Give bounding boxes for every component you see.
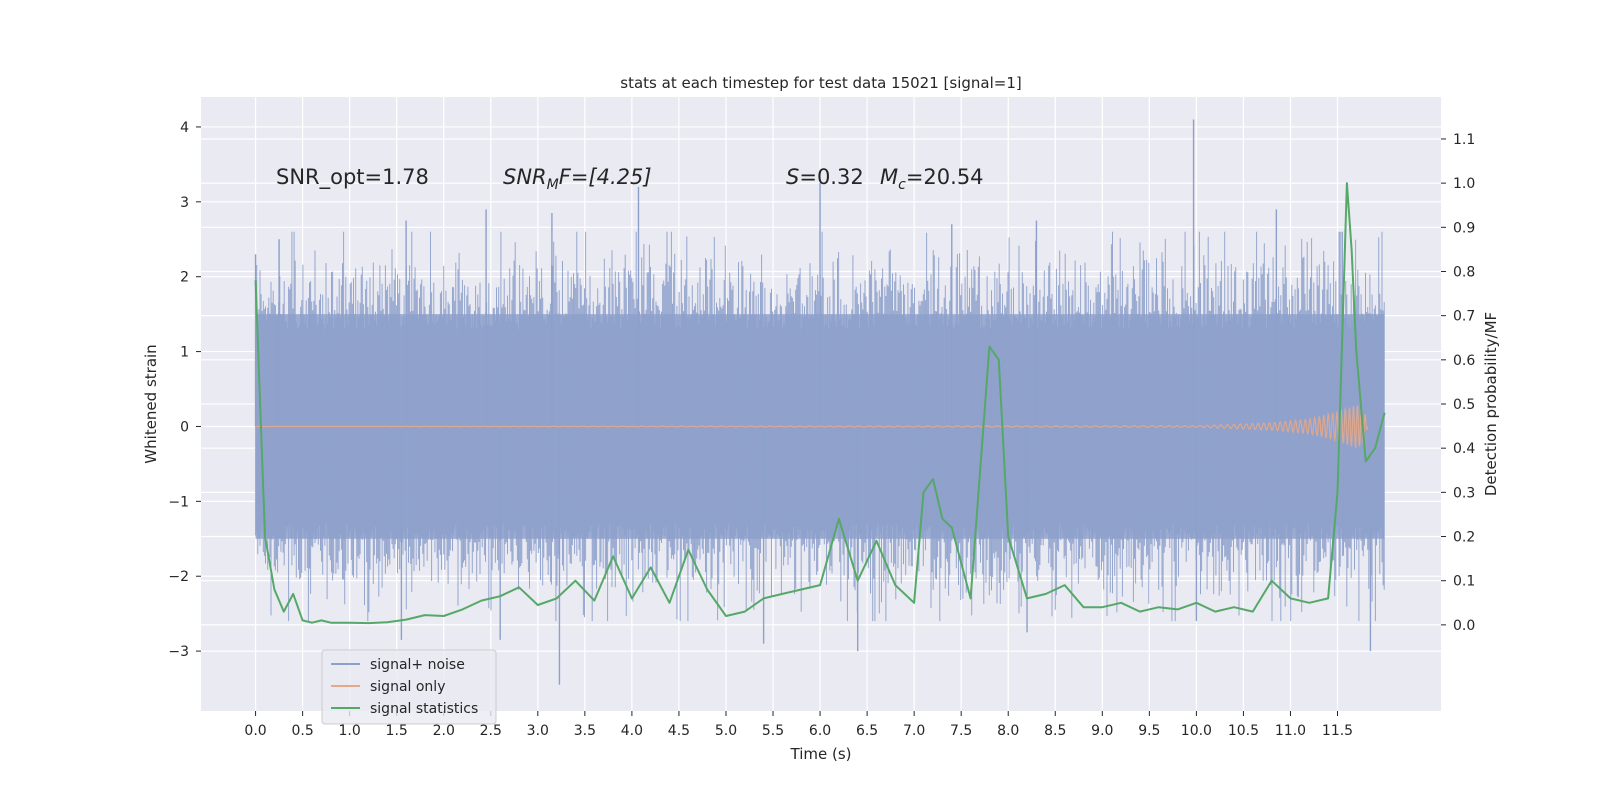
annotation-snr-mf-rest: F=[4.25] [559, 165, 652, 189]
y-tick-label: −1 [168, 494, 189, 510]
x-tick-label: 1.5 [386, 723, 408, 739]
x-tick-label: 9.5 [1138, 723, 1160, 739]
y2-tick-label: 0.7 [1453, 309, 1475, 325]
x-tick-label: 6.5 [856, 723, 878, 739]
x-tick-label: 6.0 [809, 723, 831, 739]
annotation-mc-value: =20.54 [906, 165, 984, 189]
x-tick-label: 7.5 [950, 723, 972, 739]
series-signal-only [255, 405, 1369, 449]
annotation-mc-symbol: M [880, 165, 898, 189]
x-tick-label: 8.0 [997, 723, 1019, 739]
x-axis-label: Time (s) [790, 745, 852, 763]
y2-tick-label: 0.9 [1453, 220, 1475, 236]
annotation-s-value: =0.32 [799, 165, 863, 189]
x-tick-label: 3.5 [574, 723, 596, 739]
legend: signal+ noise signal only signal statist… [321, 649, 497, 725]
x-tick-label: 1.0 [339, 723, 361, 739]
x-tick-label: 0.0 [244, 723, 266, 739]
y2-axis-label: Detection probability/MF [1482, 312, 1500, 496]
x-axis-ticks: 0.0 0.5 1.0 1.5 2.0 2.5 3.0 3.5 4.0 4.5 5.0 5.5 6.0 6… [244, 711, 1353, 739]
annotation-mc-sub: c [898, 177, 906, 193]
x-tick-label: 10.0 [1181, 723, 1212, 739]
x-tick-label: 11.0 [1275, 723, 1306, 739]
annotation-snr-mf-main: SNR [503, 165, 547, 189]
y-tick-label: 1 [180, 345, 189, 361]
annotation-s-symbol: S [786, 165, 799, 189]
annotation-snr-mf-sub: M [547, 177, 559, 193]
y2-tick-label: 1.0 [1453, 176, 1475, 192]
y-tick-label: 4 [180, 120, 189, 136]
y-axis-label: Whitened strain [142, 344, 160, 463]
y-tick-label: 2 [180, 270, 189, 286]
y2-tick-label: 0.2 [1453, 530, 1475, 546]
signal-statistics-line [254, 182, 1386, 625]
y2-tick-label: 0.3 [1453, 485, 1475, 501]
chart-title: stats at each timestep for test data 150… [620, 74, 1021, 92]
x-tick-label: 7.0 [903, 723, 925, 739]
y-tick-label: −2 [168, 569, 189, 585]
x-tick-label: 4.5 [668, 723, 690, 739]
legend-label-signal-only: signal only [370, 679, 445, 695]
series-signal-statistics [254, 182, 1386, 625]
y2-tick-label: 0.0 [1453, 618, 1475, 634]
y2-tick-label: 0.5 [1453, 397, 1475, 413]
annotation-snr-opt: SNR_opt=1.78 [276, 165, 429, 190]
x-tick-label: 3.0 [527, 723, 549, 739]
annotation-s: S=0.32 [786, 165, 864, 189]
annotation-snr-mf: SNRMF=[4.25] [503, 165, 652, 193]
x-tick-label: 2.0 [433, 723, 455, 739]
x-tick-label: 9.0 [1091, 723, 1113, 739]
legend-label-signal-noise: signal+ noise [370, 657, 465, 673]
x-tick-label: 5.5 [762, 723, 784, 739]
y2-tick-label: 0.4 [1453, 441, 1475, 457]
legend-box [321, 649, 497, 725]
x-tick-label: 2.5 [480, 723, 502, 739]
y2-tick-label: 0.1 [1453, 574, 1475, 590]
y2-tick-label: 0.6 [1453, 353, 1475, 369]
y2-tick-label: 0.8 [1453, 264, 1475, 280]
x-tick-label: 11.5 [1322, 723, 1353, 739]
y-tick-label: 0 [180, 419, 189, 435]
signal-only-line [255, 405, 1369, 449]
y-tick-label: 3 [180, 195, 189, 211]
legend-label-signal-statistics: signal statistics [370, 701, 478, 717]
y2-axis-ticks: 0.0 0.1 0.2 0.3 0.4 0.5 0.6 0.7 0.8 0.9 1.0 1.1 [1441, 132, 1475, 634]
annotation-mc: Mc=20.54 [880, 165, 984, 193]
x-tick-label: 8.5 [1044, 723, 1066, 739]
x-tick-label: 0.5 [291, 723, 313, 739]
y2-tick-label: 1.1 [1453, 132, 1475, 148]
x-tick-label: 10.5 [1228, 723, 1259, 739]
x-tick-label: 4.0 [621, 723, 643, 739]
x-tick-label: 5.0 [715, 723, 737, 739]
plot-marks [254, 119, 1386, 685]
y-tick-label: −3 [168, 644, 189, 660]
y-axis-ticks: −3 −2 −1 0 1 2 3 4 [168, 120, 201, 660]
